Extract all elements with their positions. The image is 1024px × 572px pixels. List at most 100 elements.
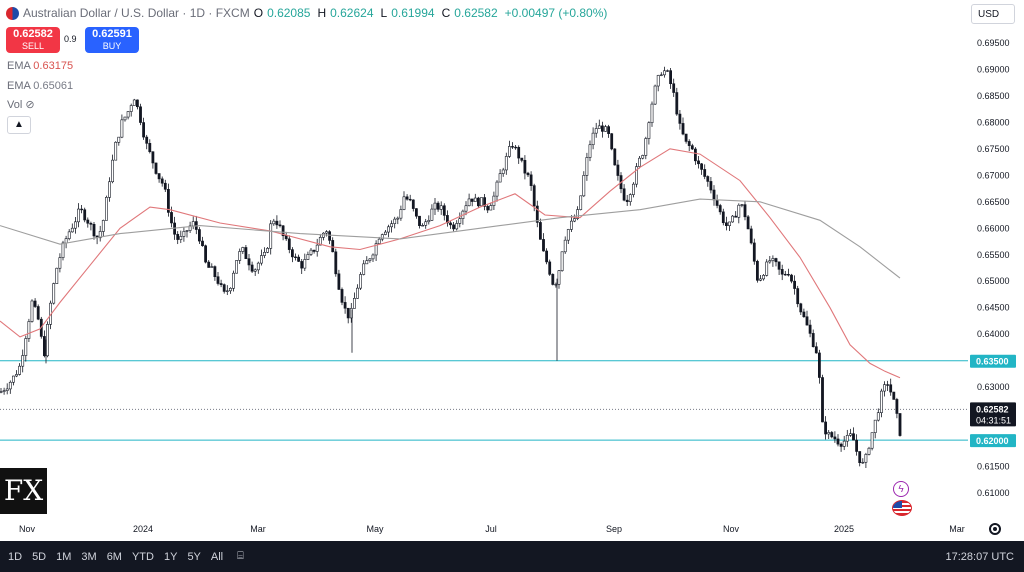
candle-body xyxy=(33,300,37,307)
candle-body xyxy=(120,119,124,138)
range-buttons: 1D 5D 1M 3M 6M YTD 1Y 5Y All xyxy=(0,551,225,563)
candle-body xyxy=(244,247,248,259)
y-tick-label: 0.66000 xyxy=(977,223,1010,233)
ema-indicator-1[interactable]: EMA 0.63175 xyxy=(7,60,73,72)
settings-gear-icon[interactable] xyxy=(989,523,1001,535)
eye-hidden-icon[interactable]: ⊘ xyxy=(25,99,35,111)
candle-body xyxy=(402,196,406,210)
candle-body xyxy=(743,204,747,218)
candle-body xyxy=(359,274,363,289)
open-label: O xyxy=(253,6,264,20)
us-flag-event-icon[interactable] xyxy=(892,500,912,516)
candle-body xyxy=(672,83,676,93)
candle-body xyxy=(895,399,899,414)
candle-body xyxy=(740,204,744,206)
candle-body xyxy=(2,390,6,392)
ema-indicator-2[interactable]: EMA 0.65061 xyxy=(7,80,73,92)
range-button-all[interactable]: All xyxy=(210,550,224,563)
range-button-1d[interactable]: 1D xyxy=(8,550,23,563)
candle-body xyxy=(535,205,539,223)
candle-body xyxy=(690,145,694,150)
candle-body xyxy=(8,381,12,390)
open-value: 0.62085 xyxy=(267,6,311,20)
candle-body xyxy=(241,247,245,252)
candle-body xyxy=(616,164,620,176)
candle-body xyxy=(721,211,725,224)
close-value: 0.62582 xyxy=(454,6,498,20)
candle-body xyxy=(238,251,242,261)
candle-body xyxy=(269,223,273,249)
change-value: +0.00497 (+0.80%) xyxy=(504,6,608,20)
lightning-icon[interactable]: ϟ xyxy=(893,481,909,497)
candle-body xyxy=(253,269,257,272)
horizontal-levels xyxy=(0,360,968,441)
spread-value: 0.9 xyxy=(64,34,77,44)
candle-body xyxy=(532,185,536,207)
candle-body xyxy=(98,231,102,239)
sell-button[interactable]: 0.62582 SELL xyxy=(6,27,60,53)
range-button-1m[interactable]: 1M xyxy=(56,550,72,563)
ema2-value: 0.65061 xyxy=(33,80,74,92)
candle-body xyxy=(418,215,421,226)
calendar-range-icon[interactable]: ⌸ xyxy=(237,550,244,562)
collapse-legend-button[interactable]: ▲ xyxy=(7,116,31,134)
candle-body xyxy=(650,103,654,124)
candle-body xyxy=(58,257,62,269)
fx-logo: FX xyxy=(0,468,47,514)
candle-body xyxy=(337,273,341,290)
candle-body xyxy=(653,85,657,105)
clock-time[interactable]: 17:28:07 UTC xyxy=(945,550,1014,563)
candles xyxy=(0,66,902,469)
y-tick-label: 0.67500 xyxy=(977,144,1010,154)
symbol-title[interactable]: Australian Dollar / U.S. Dollar · 1D · F… xyxy=(23,6,250,20)
candle-body xyxy=(250,264,254,272)
candle-body xyxy=(278,224,282,227)
candle-body xyxy=(387,226,390,233)
candle-body xyxy=(349,308,353,319)
ema-line[interactable] xyxy=(0,198,901,279)
candle-body xyxy=(802,311,806,318)
candle-body xyxy=(445,215,449,224)
currency-select[interactable]: USD xyxy=(971,4,1015,24)
candle-body xyxy=(507,146,511,157)
ema-line[interactable] xyxy=(0,148,901,379)
candle-body xyxy=(204,245,208,263)
candle-body xyxy=(644,138,648,156)
price-chart[interactable]: 0.610000.615000.620000.625000.630000.635… xyxy=(0,0,1024,541)
candle-body xyxy=(42,336,46,357)
candle-body xyxy=(148,143,152,153)
volume-indicator[interactable]: Vol ⊘ xyxy=(7,98,35,111)
candle-body xyxy=(263,251,266,256)
candle-body xyxy=(808,324,812,334)
candle-body xyxy=(142,122,146,138)
level-high-tag-bg xyxy=(970,354,1016,368)
candle-body xyxy=(55,267,59,284)
candle-body xyxy=(117,136,121,143)
candle-body xyxy=(486,206,490,211)
range-button-5y[interactable]: 5Y xyxy=(187,550,201,563)
buy-button[interactable]: 0.62591 BUY xyxy=(85,27,139,53)
candle-body xyxy=(514,146,518,149)
candle-body xyxy=(191,221,195,227)
candle-body xyxy=(284,235,288,240)
candle-body xyxy=(414,208,418,217)
y-tick-label: 0.64000 xyxy=(977,329,1010,339)
candle-body xyxy=(635,166,638,185)
candle-body xyxy=(170,212,173,224)
candle-body xyxy=(480,197,483,207)
range-button-ytd[interactable]: YTD xyxy=(131,550,154,563)
candle-body xyxy=(793,280,797,289)
candle-body xyxy=(256,262,260,271)
candle-body xyxy=(706,176,710,182)
range-button-5d[interactable]: 5D xyxy=(32,550,47,563)
chart-header: Australian Dollar / U.S. Dollar · 1D · F… xyxy=(6,4,610,22)
candle-body xyxy=(858,451,862,463)
range-button-3m[interactable]: 3M xyxy=(81,550,97,563)
candle-body xyxy=(585,157,589,176)
range-button-1y[interactable]: 1Y xyxy=(163,550,178,563)
range-button-6m[interactable]: 6M xyxy=(106,550,122,563)
candle-body xyxy=(790,274,793,282)
candle-body xyxy=(678,113,682,124)
candle-body xyxy=(185,230,189,232)
candle-body xyxy=(439,205,443,210)
